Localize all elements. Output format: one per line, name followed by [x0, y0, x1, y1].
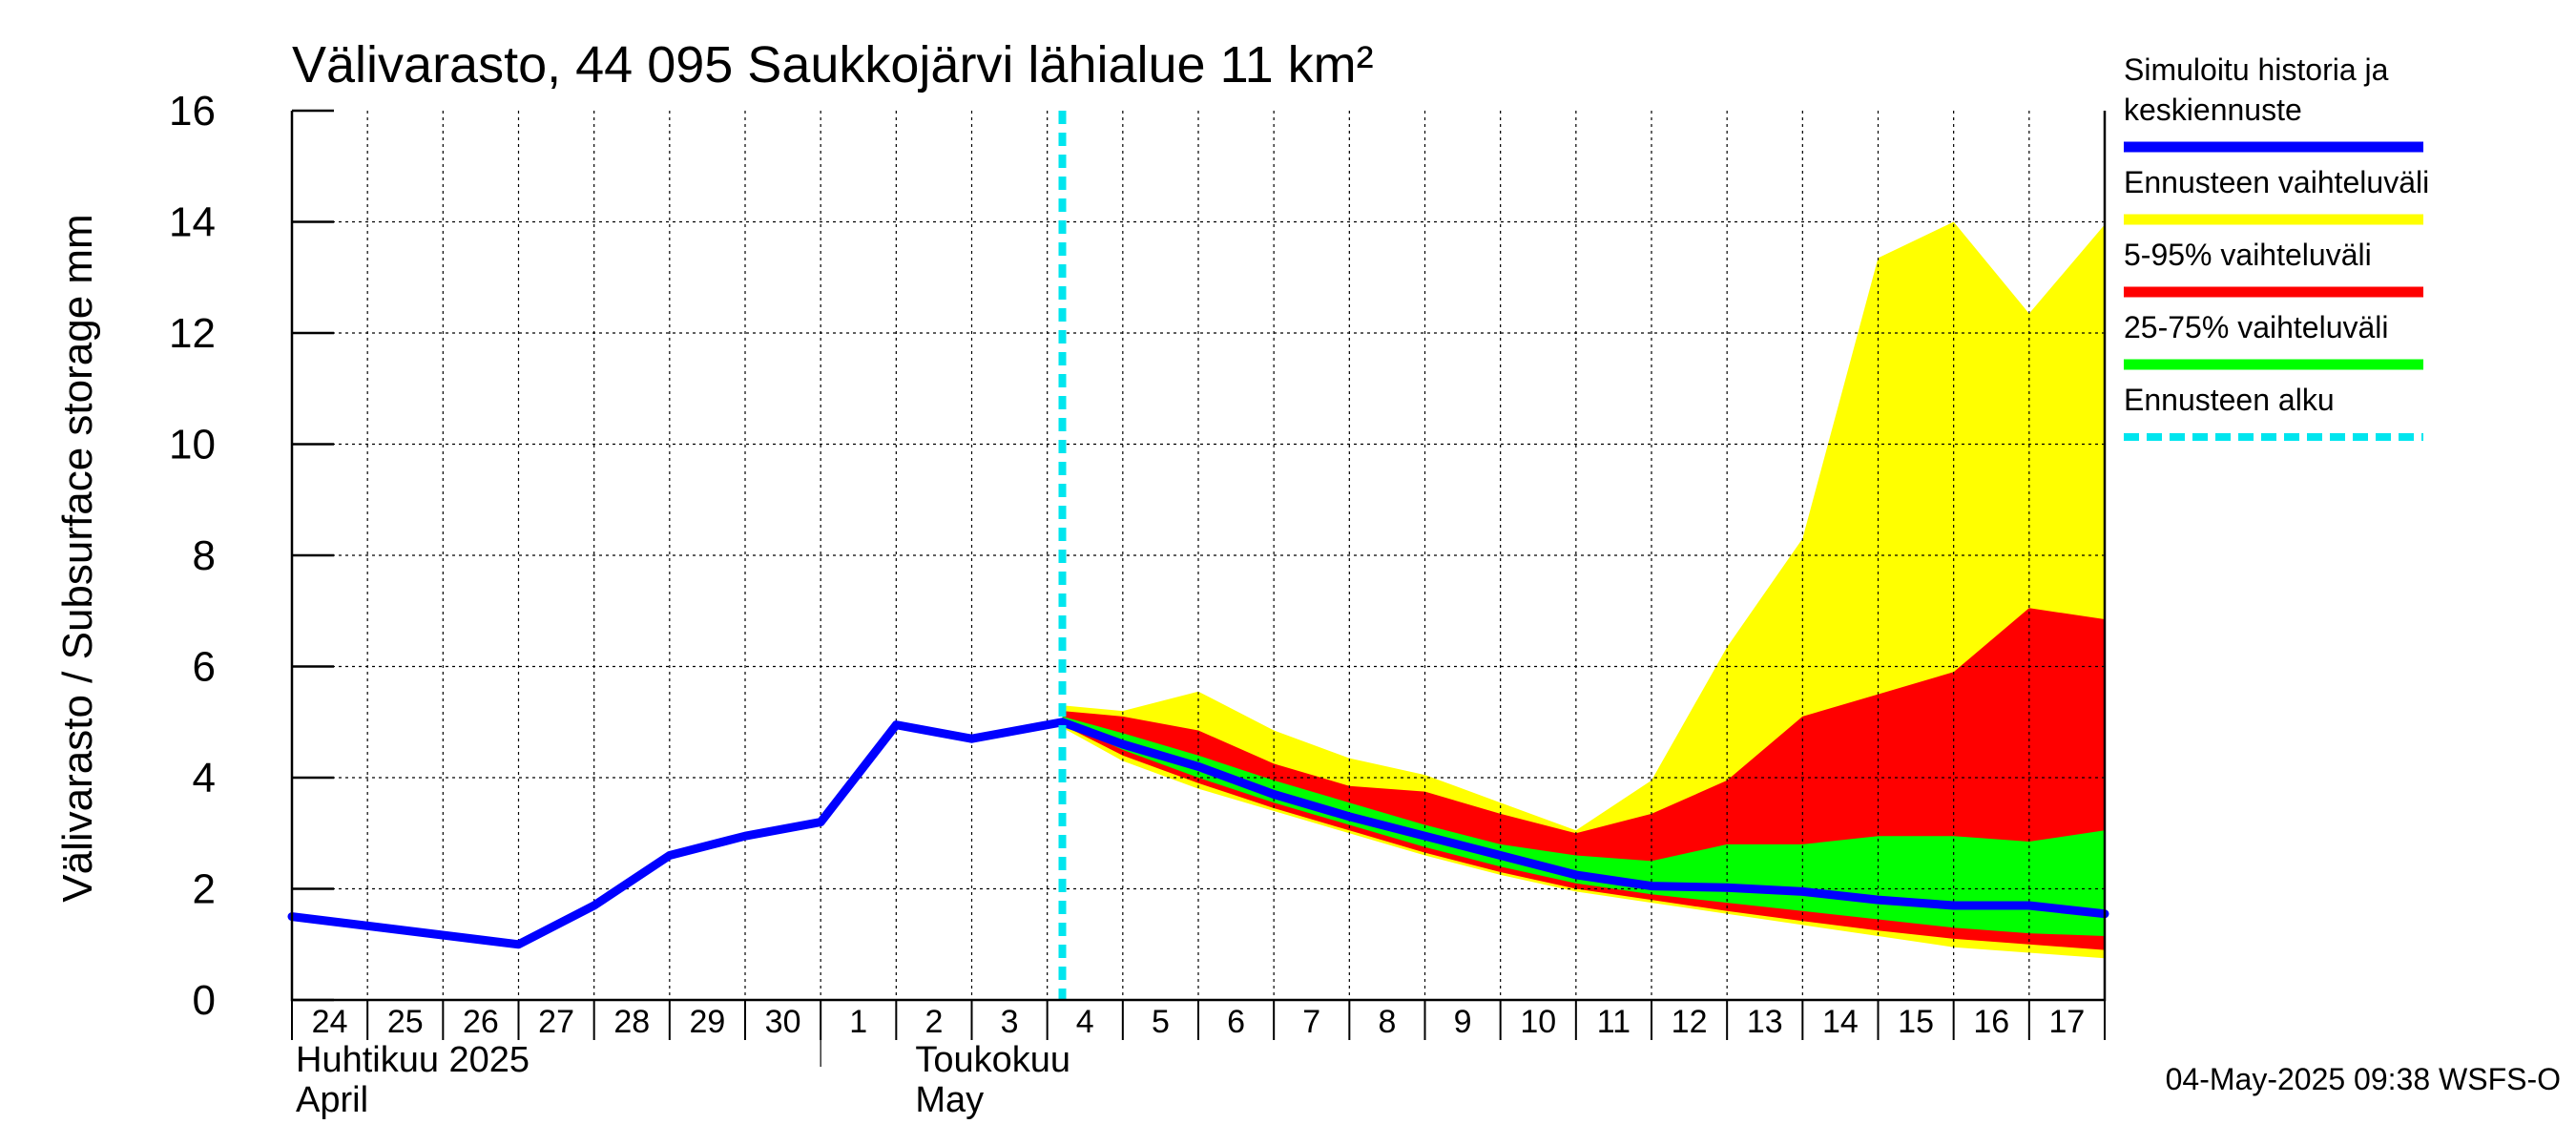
x-tick-label: 6	[1227, 1004, 1245, 1040]
band-series-3	[1062, 716, 2105, 936]
x-tick-label: 24	[312, 1004, 348, 1040]
month-label-line1: Toukokuu	[915, 1040, 1070, 1080]
legend-item: Simuloitu historia ja keskiennuste	[2124, 52, 2423, 153]
x-tick-label: 30	[765, 1004, 801, 1040]
month-label-line2: May	[915, 1080, 984, 1120]
legend: Simuloitu historia ja keskiennuste Ennuste…	[2124, 52, 2429, 441]
x-tick-label: 26	[463, 1004, 499, 1040]
y-axis-ticks: 0 2 4 6 8 10 12 14 16	[169, 88, 334, 1024]
x-tick-label: 14	[1822, 1004, 1859, 1040]
timestamp-footer: 04-May-2025 09:38 WSFS-O	[2166, 1062, 2561, 1096]
legend-item: 5-95% vaihteluväli	[2124, 238, 2423, 298]
x-tick-label: 25	[387, 1004, 424, 1040]
x-tick-label: 12	[1672, 1004, 1708, 1040]
x-tick-label: 2	[924, 1004, 943, 1040]
legend-item: 25-75% vaihteluväli	[2124, 310, 2423, 370]
y-tick-label: 16	[169, 88, 216, 135]
legend-label: Ennusteen vaihteluväli	[2124, 165, 2429, 199]
y-tick-label: 6	[193, 644, 216, 691]
history-line	[287, 718, 2109, 949]
chart-title: Välivarasto, 44 095 Saukkojärvi lähialue…	[292, 36, 1374, 94]
legend-label: Simuloitu historia ja	[2124, 52, 2389, 87]
x-tick-label: 3	[1001, 1004, 1019, 1040]
x-tick-label: 16	[1973, 1004, 2009, 1040]
x-tick-label: 13	[1747, 1004, 1783, 1040]
y-tick-label: 12	[169, 310, 216, 357]
y-tick-label: 0	[193, 977, 216, 1024]
series-line-mean	[287, 718, 2109, 949]
y-axis-label: Välivarasto / Subsurface storage mm	[54, 214, 101, 902]
y-tick-label: 10	[169, 422, 216, 468]
y-tick-label: 14	[169, 199, 216, 246]
x-tick-label: 9	[1454, 1004, 1472, 1040]
y-tick-label: 2	[193, 866, 216, 913]
legend-label: Ennusteen alku	[2124, 383, 2335, 417]
x-axis-ticks: 24 25 26 27 28 29 30 1 2 3 4 5 6 7 8 9 10 11 12 13 14 15 16 17	[291, 1000, 2106, 1040]
grid	[292, 111, 2105, 1000]
legend-label: keskiennuste	[2124, 93, 2302, 127]
x-tick-label: 29	[690, 1004, 726, 1040]
y-tick-label: 4	[193, 755, 216, 802]
legend-item: Ennusteen alku	[2124, 383, 2423, 441]
x-tick-label: 8	[1378, 1004, 1396, 1040]
legend-label: 25-75% vaihteluväli	[2124, 310, 2389, 344]
x-tick-label: 7	[1302, 1004, 1320, 1040]
month-label-line2: April	[296, 1080, 368, 1120]
x-tick-label: 4	[1076, 1004, 1094, 1040]
x-tick-label: 28	[613, 1004, 650, 1040]
x-tick-label: 15	[1898, 1004, 1934, 1040]
legend-label: 5-95% vaihteluväli	[2124, 238, 2372, 272]
y-tick-label: 8	[193, 532, 216, 579]
x-tick-label: 5	[1152, 1004, 1170, 1040]
x-tick-label: 27	[538, 1004, 574, 1040]
x-tick-label: 10	[1520, 1004, 1556, 1040]
month-label-line1: Huhtikuu 2025	[296, 1040, 530, 1080]
legend-item: Ennusteen vaihteluväli	[2124, 165, 2429, 225]
forecast-bands	[1062, 221, 2105, 959]
x-tick-label: 1	[849, 1004, 867, 1040]
x-tick-label: 11	[1597, 1004, 1631, 1040]
x-tick-label: 17	[2049, 1004, 2086, 1040]
